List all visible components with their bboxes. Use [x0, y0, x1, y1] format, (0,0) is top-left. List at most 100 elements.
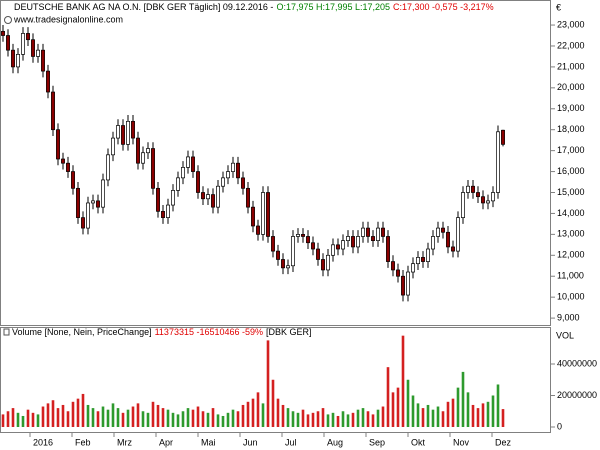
volume-bar	[6, 411, 10, 427]
candle-body	[121, 125, 125, 145]
candle-body	[411, 263, 415, 273]
candle-body	[336, 244, 340, 250]
volume-bar	[496, 384, 500, 427]
x-tick-label: Apr	[159, 437, 173, 447]
candle-body	[406, 271, 410, 296]
candle-body	[491, 192, 495, 202]
chart-header: DEUTSCHE BANK AG NA O.N. [DBK GER Täglic…	[14, 2, 494, 12]
candle-body	[196, 171, 200, 193]
candle-body	[91, 200, 95, 204]
volume-bar	[286, 408, 290, 427]
candle-body	[101, 179, 105, 208]
candle-body	[231, 162, 235, 172]
volume-bar	[486, 401, 490, 427]
candle-body	[46, 70, 50, 93]
candle-body	[186, 156, 190, 168]
volume-bar	[401, 335, 405, 427]
header-part: C:17,300 -0,575 -3,217%	[393, 2, 494, 12]
price-axis-label: €	[556, 2, 561, 12]
volume-bar	[306, 414, 310, 427]
candle-body	[416, 257, 420, 265]
y-tick-label: 18,000	[557, 124, 585, 134]
candle-body	[6, 35, 10, 51]
volume-bar	[141, 411, 145, 427]
candle-body	[71, 171, 75, 189]
candle-body	[171, 190, 175, 206]
volume-bar	[466, 392, 470, 427]
volume-bar	[46, 403, 50, 427]
volume-bar	[246, 401, 250, 427]
candle-body	[426, 248, 430, 262]
volume-bar	[446, 401, 450, 427]
volume-bar	[501, 409, 505, 427]
y-tick-label: 11,000	[557, 271, 584, 281]
candle-body	[481, 196, 485, 204]
y-tick-label: 21,000	[557, 61, 585, 71]
candle-body	[361, 227, 365, 237]
volume-bar	[236, 411, 240, 427]
candle-body	[446, 231, 450, 248]
y-tick-label: 22,000	[557, 40, 585, 50]
volume-bar	[391, 392, 395, 427]
candle-body	[326, 254, 330, 271]
x-tick-label: Jul	[285, 437, 297, 447]
candle-body	[296, 234, 300, 237]
volume-bar	[81, 393, 85, 427]
candle-body	[151, 148, 155, 189]
candle-body	[36, 49, 40, 57]
candle-body	[366, 227, 370, 237]
volume-bar	[256, 392, 260, 427]
candle-body	[266, 192, 270, 237]
candle-body	[501, 129, 505, 145]
x-tick-label: Mrz	[117, 437, 132, 447]
candle-body	[51, 91, 55, 131]
candle-body	[216, 185, 220, 208]
volume-bar	[121, 412, 125, 427]
volume-bar	[321, 408, 325, 427]
volume-bar	[441, 411, 445, 427]
volume-bar	[296, 412, 300, 427]
candle-body	[41, 49, 45, 72]
candle-body	[21, 33, 25, 55]
candle-body	[346, 236, 350, 241]
x-tick-label: Okt	[411, 437, 426, 447]
candle-body	[276, 250, 280, 260]
candle-body	[341, 240, 345, 250]
candle-body	[191, 156, 195, 172]
volume-bar	[116, 408, 120, 427]
volume-header: Volume [None, Nein, PriceChange] 11373315…	[12, 327, 312, 337]
volume-bar	[451, 398, 455, 427]
volume-bar	[21, 415, 25, 427]
volume-bar	[166, 409, 170, 427]
candle-body	[421, 257, 425, 262]
volume-bar	[411, 395, 415, 427]
volume-bar	[171, 412, 175, 427]
volume-bar	[281, 404, 285, 427]
volume-bar	[136, 403, 140, 427]
candle-body	[376, 227, 380, 241]
candle-body	[496, 131, 500, 193]
volume-bar	[201, 411, 205, 427]
candle-body	[81, 217, 85, 229]
x-tick-label: Nov	[453, 437, 470, 447]
volume-bar	[266, 340, 270, 427]
y-tick-label: 20,000	[557, 82, 585, 92]
volume-bar	[371, 414, 375, 427]
candle-body	[201, 192, 205, 200]
candle-body	[86, 202, 90, 229]
x-tick-label: 2016	[33, 437, 53, 447]
volume-bar	[426, 404, 430, 427]
volume-bar	[41, 406, 45, 427]
volume-bar	[316, 411, 320, 427]
volume-bar	[51, 400, 55, 427]
candle-body	[221, 177, 225, 187]
candle-body	[236, 162, 240, 179]
volume-bar	[356, 409, 360, 427]
candle-body	[316, 248, 320, 260]
candle-body	[56, 129, 60, 160]
volume-bar	[106, 409, 110, 427]
volume-bar	[226, 412, 230, 427]
candle-body	[116, 125, 120, 139]
header-part: Volume [None, Nein, PriceChange]	[12, 327, 152, 337]
y-tick-label: 19,000	[557, 103, 585, 113]
